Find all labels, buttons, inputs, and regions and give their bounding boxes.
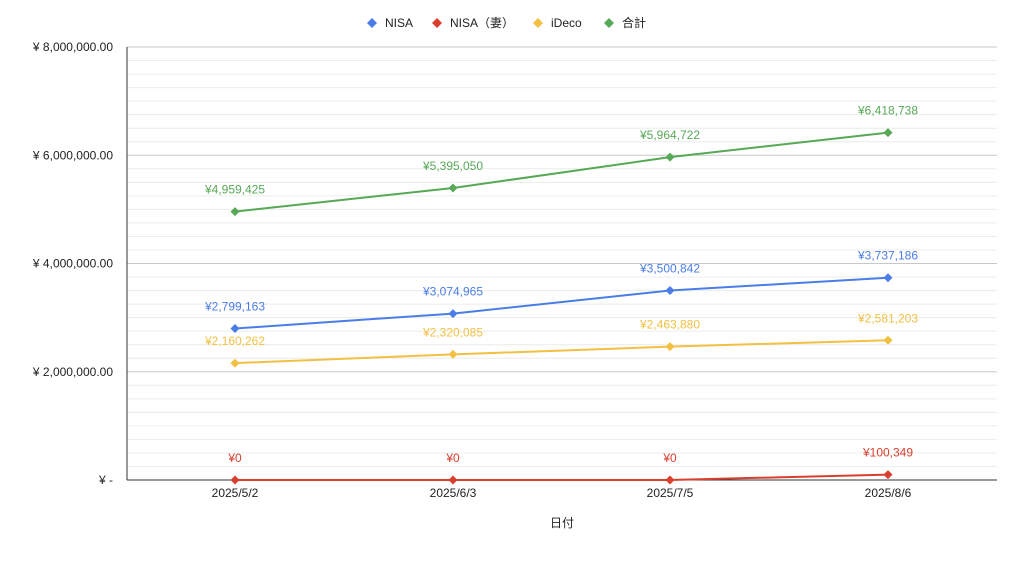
y-tick-label: ¥ 2,000,000.00: [32, 365, 113, 379]
legend-marker: [604, 18, 614, 28]
y-axis-tick-labels: ¥ - ¥ 2,000,000.00 ¥ 4,000,000.00 ¥ 6,000,0…: [32, 40, 113, 487]
data-label: ¥2,320,085: [422, 325, 483, 339]
y-tick-label: ¥ 6,000,000.00: [32, 148, 113, 162]
data-label: ¥2,799,163: [204, 299, 265, 313]
data-point-marker: [883, 470, 893, 480]
x-tick-label: 2025/7/5: [647, 486, 694, 500]
data-label: ¥3,500,842: [639, 262, 700, 276]
data-point-marker: [230, 358, 240, 368]
y-tick-label: ¥ 8,000,000.00: [32, 40, 113, 54]
data-point-marker: [665, 152, 675, 162]
data-label: ¥0: [445, 451, 460, 465]
y-tick-label: ¥ -: [98, 473, 113, 487]
data-label: ¥2,581,203: [857, 311, 918, 325]
x-tick-label: 2025/5/2: [212, 486, 259, 500]
legend-label: NISA（妻）: [450, 16, 514, 30]
data-point-marker: [230, 475, 240, 485]
data-point-marker: [448, 349, 458, 359]
series-line: [235, 473, 889, 481]
data-point-marker: [448, 309, 458, 319]
legend-label: NISA: [385, 16, 413, 30]
data-point-marker: [883, 335, 893, 345]
data-label: ¥5,964,722: [639, 128, 700, 142]
data-point-marker: [448, 475, 458, 485]
data-point-marker: [230, 207, 240, 217]
data-point-marker: [665, 286, 675, 296]
series-line: [234, 276, 889, 330]
data-point-marker: [448, 183, 458, 193]
data-point-marker: [230, 323, 240, 333]
gridlines: [127, 46, 997, 481]
data-label: ¥3,074,965: [422, 285, 483, 299]
data-label: ¥4,959,425: [204, 183, 265, 197]
data-label: ¥0: [227, 451, 242, 465]
legend-label: iDeco: [551, 16, 582, 30]
data-label: ¥2,463,880: [639, 318, 700, 332]
data-label: ¥6,418,738: [857, 104, 918, 118]
data-point-marker: [665, 475, 675, 485]
x-axis-title: 日付: [550, 516, 574, 530]
data-point-marker: [883, 128, 893, 138]
legend-label: 合計: [622, 15, 646, 30]
series-line: [234, 339, 889, 365]
data-label: ¥3,737,186: [857, 249, 918, 263]
legend: NISA NISA（妻） iDeco 合計: [367, 15, 646, 30]
data-point-marker: [883, 273, 893, 283]
data-label: ¥100,349: [862, 446, 913, 460]
legend-marker: [367, 18, 377, 28]
series-lines: [230, 128, 893, 485]
data-label: ¥5,395,050: [422, 159, 483, 173]
series-line: [234, 131, 889, 213]
x-tick-label: 2025/8/6: [865, 486, 912, 500]
legend-marker: [533, 18, 543, 28]
data-labels: ¥2,799,163 ¥3,074,965 ¥3,500,842 ¥3,737,186…: [204, 104, 918, 465]
x-tick-label: 2025/6/3: [430, 486, 477, 500]
legend-marker: [432, 18, 442, 28]
x-axis-tick-labels: 2025/5/2 2025/6/3 2025/7/5 2025/8/6: [212, 486, 912, 500]
y-tick-label: ¥ 4,000,000.00: [32, 257, 113, 271]
data-label: ¥2,160,262: [204, 334, 265, 348]
data-point-marker: [665, 342, 675, 352]
data-label: ¥0: [662, 451, 677, 465]
